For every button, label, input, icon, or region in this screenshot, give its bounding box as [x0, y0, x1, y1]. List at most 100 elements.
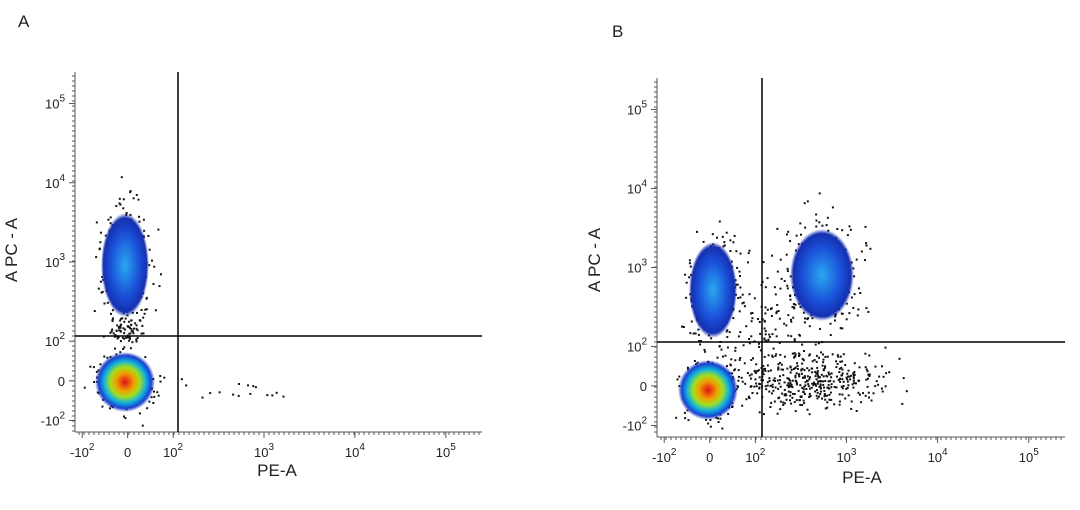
event-dot: [131, 341, 134, 344]
event-dot: [697, 333, 700, 336]
event-dot: [148, 264, 151, 267]
event-dot: [119, 203, 122, 206]
event-dot: [806, 318, 809, 321]
event-dot: [783, 355, 786, 358]
tick-label: 104: [345, 442, 365, 460]
tick-label: -102: [623, 415, 648, 433]
event-dot: [818, 192, 821, 195]
event-dot: [101, 290, 104, 293]
event-dot: [826, 401, 829, 404]
event-dot: [805, 388, 808, 390]
event-dot: [838, 367, 841, 370]
tick-label: 102: [627, 336, 647, 354]
event-dot: [771, 254, 774, 257]
event-dot: [808, 396, 811, 398]
event-dot: [855, 382, 857, 385]
event-dot: [787, 382, 790, 385]
event-dot: [758, 386, 761, 389]
event-dot: [867, 373, 870, 376]
event-dot: [121, 336, 124, 339]
event-dot: [780, 368, 783, 371]
event-dot: [858, 287, 860, 290]
event-dot: [788, 379, 791, 382]
event-dot: [764, 286, 767, 289]
event-dot: [762, 379, 764, 382]
event-dot: [757, 318, 759, 320]
event-dot: [808, 413, 811, 416]
event-dot: [806, 367, 809, 370]
event-dot: [874, 385, 877, 388]
event-dot: [748, 249, 751, 252]
event-dot: [827, 380, 830, 383]
population: [101, 213, 149, 317]
event-dot: [153, 395, 156, 398]
event-dot: [841, 378, 844, 381]
event-dot: [828, 393, 831, 396]
event-dot: [793, 355, 796, 358]
event-dot: [737, 335, 740, 338]
event-dot: [717, 421, 720, 423]
event-dot: [111, 317, 114, 320]
tick-exp: 5: [59, 94, 65, 105]
event-dot: [852, 379, 855, 382]
event-dot: [811, 360, 814, 363]
event-dot: [763, 327, 766, 330]
event-dot: [709, 425, 712, 428]
event-dot: [799, 384, 802, 387]
event-dot: [877, 383, 880, 386]
event-dot: [818, 395, 820, 398]
event-dot: [764, 370, 767, 372]
event-dot: [761, 369, 764, 372]
event-dot: [252, 385, 255, 388]
tick-label: 102: [163, 442, 183, 460]
event-dot: [783, 394, 786, 397]
event-dot: [794, 374, 797, 377]
event-dot: [119, 340, 122, 343]
event-dot: [789, 385, 792, 388]
event-dot: [815, 389, 818, 391]
event-dot: [806, 375, 809, 378]
event-dot: [799, 395, 802, 398]
event-dot: [789, 295, 792, 298]
event-dot: [135, 194, 138, 196]
tick-base: 10: [45, 97, 59, 112]
event-dot: [824, 366, 826, 369]
event-dot: [736, 283, 739, 286]
event-dot: [818, 221, 821, 224]
event-dot: [117, 336, 120, 339]
event-dot: [800, 369, 803, 372]
event-dot: [819, 327, 821, 330]
event-dot: [798, 399, 801, 402]
event-dot: [776, 412, 779, 415]
event-dot: [878, 375, 881, 378]
event-dot: [803, 376, 806, 379]
event-dot: [816, 371, 819, 374]
tick-base: 10: [745, 450, 759, 465]
event-dot: [751, 312, 754, 314]
event-dot: [122, 348, 125, 350]
event-dot: [778, 341, 781, 344]
event-dot: [776, 304, 779, 306]
tick-label: -102: [70, 442, 95, 460]
event-dot: [864, 394, 867, 397]
event-dot: [786, 367, 789, 370]
event-dot: [275, 391, 278, 394]
event-dot: [736, 266, 739, 269]
event-dot: [901, 402, 904, 405]
event-dot: [782, 368, 785, 371]
tick-exp: 4: [942, 447, 948, 458]
event-dot: [130, 328, 133, 331]
event-dot: [779, 287, 782, 290]
event-dot: [732, 317, 735, 320]
event-dot: [684, 273, 687, 276]
event-dot: [726, 346, 729, 349]
event-dot: [739, 286, 742, 289]
event-dot: [787, 314, 790, 317]
event-dot: [837, 379, 840, 381]
event-dot: [791, 396, 794, 399]
event-dot: [847, 375, 849, 378]
event-dot: [804, 317, 807, 320]
event-dot: [841, 360, 844, 363]
